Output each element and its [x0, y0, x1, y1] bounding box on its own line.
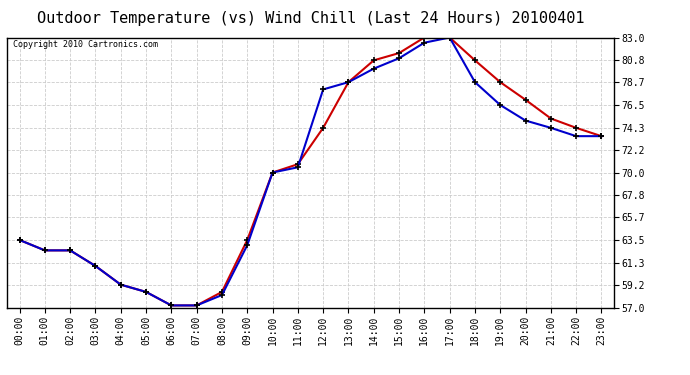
Text: Outdoor Temperature (vs) Wind Chill (Last 24 Hours) 20100401: Outdoor Temperature (vs) Wind Chill (Las… [37, 11, 584, 26]
Text: Copyright 2010 Cartronics.com: Copyright 2010 Cartronics.com [13, 40, 158, 49]
